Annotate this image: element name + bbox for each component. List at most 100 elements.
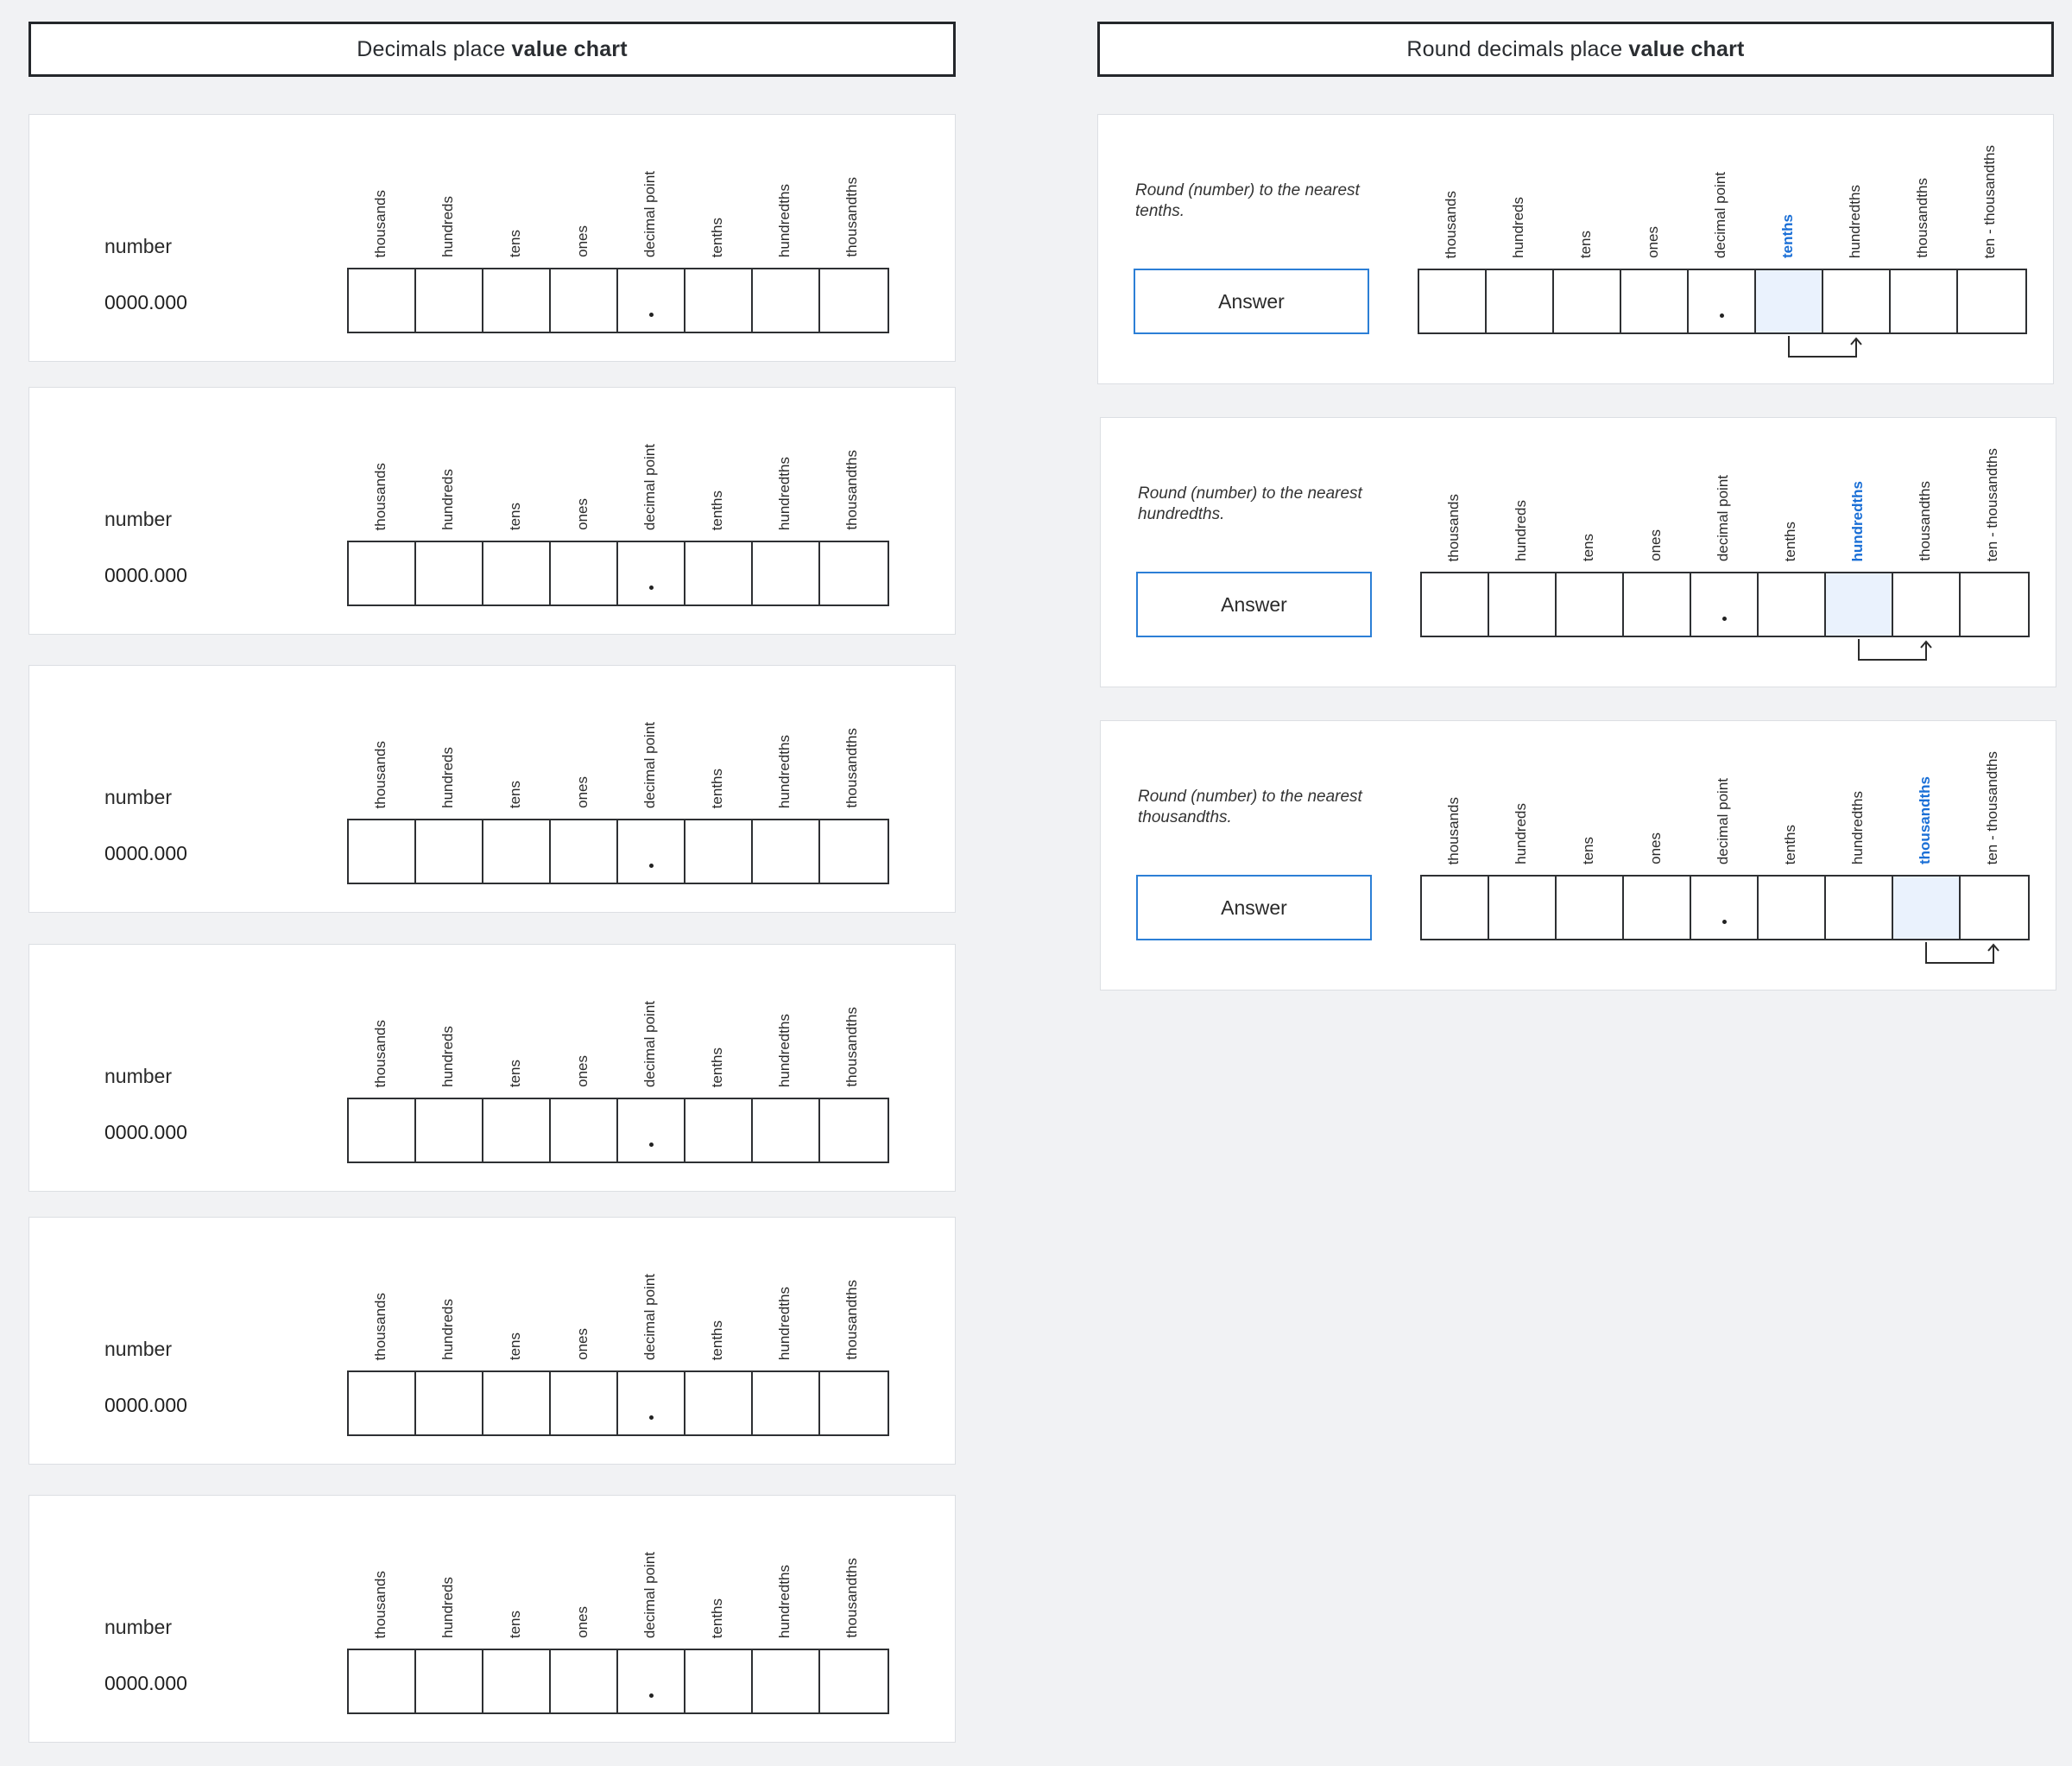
digit-cell[interactable]	[753, 269, 820, 332]
digit-cell[interactable]	[349, 269, 416, 332]
digit-cell[interactable]	[820, 1372, 888, 1434]
column-header: thousands	[372, 189, 388, 257]
answer-button[interactable]: Answer	[1136, 875, 1372, 940]
digit-cell[interactable]	[349, 1372, 416, 1434]
column-headers: thousands hundreds tens ones decimal point te…	[1420, 721, 2026, 864]
number-value: 0000.000	[104, 564, 187, 586]
column-header: tenths	[709, 768, 725, 808]
digit-cell[interactable]	[416, 1099, 483, 1162]
digit-cell[interactable]	[349, 1650, 416, 1712]
digit-cell[interactable]	[349, 542, 416, 604]
digit-cell[interactable]	[349, 1099, 416, 1162]
digit-cell[interactable]	[753, 1650, 820, 1712]
column-header: hundreds	[439, 469, 456, 530]
digit-cell[interactable]	[1489, 573, 1557, 636]
digit-cell[interactable]	[1823, 270, 1891, 332]
digit-cell[interactable]	[753, 1372, 820, 1434]
digit-cell[interactable]	[1621, 270, 1689, 332]
digit-cell[interactable]	[753, 1099, 820, 1162]
digit-cell[interactable]	[483, 269, 551, 332]
digit-cell[interactable]	[753, 542, 820, 604]
column-header: decimal point	[641, 1000, 658, 1087]
digit-cell[interactable]	[1419, 270, 1487, 332]
column-headers: thousands hundreds tens ones decimal point te…	[347, 1496, 886, 1638]
digit-cell[interactable]	[820, 542, 888, 604]
digit-cell[interactable]	[416, 1650, 483, 1712]
place-value-grid	[1420, 875, 2030, 940]
column-header: tenths	[1782, 521, 1798, 561]
digit-cell[interactable]	[820, 1099, 888, 1162]
column-header: ones	[574, 1055, 591, 1087]
digit-cell[interactable]	[1958, 270, 2025, 332]
digit-cell[interactable]	[685, 1650, 753, 1712]
answer-button[interactable]: Answer	[1136, 572, 1372, 637]
column-header: ones	[574, 1328, 591, 1360]
digit-cell[interactable]	[483, 820, 551, 883]
digit-cell[interactable]	[551, 542, 618, 604]
digit-cell[interactable]	[349, 820, 416, 883]
digit-cell[interactable]	[1891, 270, 1958, 332]
column-header: tens	[1580, 836, 1596, 864]
digit-cell[interactable]	[685, 1372, 753, 1434]
digit-cell[interactable]	[1554, 270, 1621, 332]
digit-cell[interactable]	[1826, 573, 1893, 636]
digit-cell[interactable]	[1756, 270, 1823, 332]
digit-cell[interactable]	[551, 1650, 618, 1712]
digit-cell[interactable]	[685, 542, 753, 604]
place-value-grid	[347, 819, 889, 884]
digit-cell[interactable]	[1893, 573, 1961, 636]
digit-cell[interactable]	[1557, 877, 1624, 939]
digit-cell[interactable]	[1961, 877, 2028, 939]
digit-cell[interactable]	[820, 1650, 888, 1712]
digit-cell[interactable]	[1624, 573, 1691, 636]
digit-cell[interactable]	[1422, 573, 1489, 636]
digit-cell[interactable]	[1624, 877, 1691, 939]
column-header: thousands	[372, 1019, 388, 1087]
decimal-point-cell	[1691, 573, 1759, 636]
column-header: thousandths	[843, 728, 860, 808]
digit-cell[interactable]	[1759, 573, 1826, 636]
right-header-bold: value chart	[1628, 36, 1745, 61]
digit-cell[interactable]	[1759, 877, 1826, 939]
digit-cell[interactable]	[416, 820, 483, 883]
digit-cell[interactable]	[685, 820, 753, 883]
column-header: hundredths	[776, 734, 793, 808]
digit-cell[interactable]	[483, 1099, 551, 1162]
digit-cell[interactable]	[685, 1099, 753, 1162]
digit-cell[interactable]	[551, 269, 618, 332]
digit-cell[interactable]	[483, 1650, 551, 1712]
decimal-dot	[648, 1415, 654, 1420]
column-header: decimal point	[641, 1273, 658, 1360]
digit-cell[interactable]	[1557, 573, 1624, 636]
decimal-dot	[648, 1693, 654, 1698]
decimal-point-cell	[618, 542, 685, 604]
digit-cell[interactable]	[685, 269, 753, 332]
column-header: decimal point	[641, 1551, 658, 1638]
column-header: tenths	[709, 1320, 725, 1360]
digit-cell[interactable]	[1422, 877, 1489, 939]
digit-cell[interactable]	[1826, 877, 1893, 939]
digit-cell[interactable]	[416, 1372, 483, 1434]
digit-cell[interactable]	[551, 820, 618, 883]
column-header: thousandths	[843, 1007, 860, 1087]
digit-cell[interactable]	[820, 820, 888, 883]
digit-cell[interactable]	[483, 1372, 551, 1434]
column-header: tens	[507, 502, 523, 530]
digit-cell[interactable]	[1961, 573, 2028, 636]
left-header-prefix: Decimals place	[357, 36, 506, 61]
digit-cell[interactable]	[820, 269, 888, 332]
digit-cell[interactable]	[1893, 877, 1961, 939]
digit-cell[interactable]	[551, 1372, 618, 1434]
digit-cell[interactable]	[1487, 270, 1554, 332]
column-header: tenths	[1782, 824, 1798, 864]
digit-cell[interactable]	[551, 1099, 618, 1162]
column-headers: thousands hundreds tens ones decimal point te…	[347, 388, 886, 530]
digit-cell[interactable]	[1489, 877, 1557, 939]
answer-button[interactable]: Answer	[1134, 269, 1369, 334]
digit-cell[interactable]	[416, 542, 483, 604]
column-header: tenths	[709, 1047, 725, 1087]
digit-cell[interactable]	[753, 820, 820, 883]
digit-cell[interactable]	[483, 542, 551, 604]
digit-cell[interactable]	[416, 269, 483, 332]
place-value-grid	[1420, 572, 2030, 637]
